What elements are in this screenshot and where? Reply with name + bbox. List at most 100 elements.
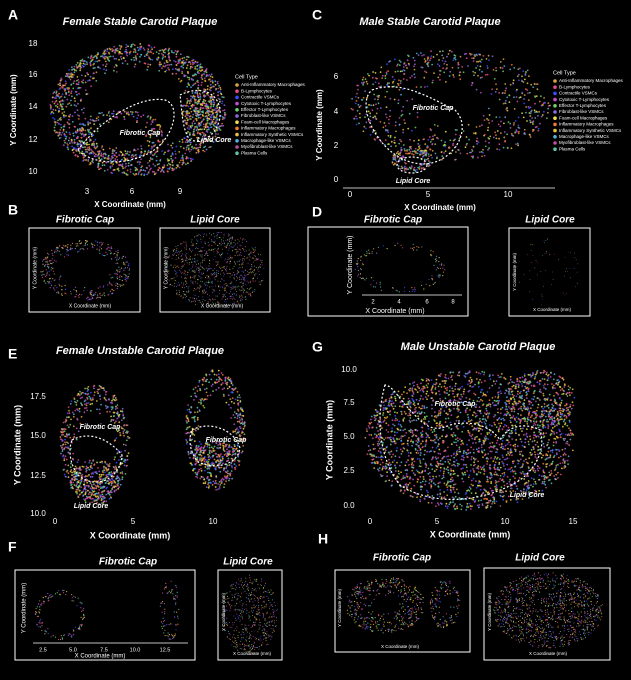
- cell-dot: [193, 290, 195, 292]
- cell-dot: [211, 81, 214, 84]
- cell-dot: [130, 156, 133, 159]
- cell-dot: [98, 248, 100, 250]
- cell-dot: [221, 102, 223, 105]
- cell-dot: [475, 53, 478, 56]
- cell-dot: [204, 233, 206, 235]
- cell-dot: [79, 152, 81, 154]
- cell-dot: [183, 282, 185, 284]
- cell-dot: [201, 274, 203, 275]
- cell-dot: [173, 253, 175, 255]
- cell-dot: [214, 274, 215, 276]
- cell-dot: [160, 142, 163, 145]
- cell-dot: [185, 241, 187, 243]
- cell-dot: [175, 271, 177, 272]
- cell-dot: [542, 104, 544, 106]
- cell-dot: [233, 287, 235, 289]
- cell-dot: [78, 479, 80, 482]
- cell-dot: [233, 286, 235, 288]
- cell-dot: [209, 260, 210, 262]
- cell-dot: [413, 73, 416, 76]
- cell-dot: [209, 300, 211, 302]
- cell-dot: [215, 88, 218, 90]
- cell-dot: [417, 139, 420, 142]
- cell-dot: [46, 260, 48, 262]
- cell-dot: [98, 477, 101, 480]
- cell-dot: [60, 431, 63, 434]
- cell-dot: [70, 293, 72, 295]
- cell-dot: [112, 110, 115, 113]
- cell-dot: [118, 276, 121, 278]
- cell-dot: [87, 493, 90, 496]
- cell-dot: [402, 105, 405, 108]
- cell-dot: [106, 406, 109, 408]
- cell-dot: [476, 140, 478, 143]
- cell-dot: [109, 274, 111, 276]
- cell-dot: [367, 110, 370, 113]
- cell-dot: [225, 239, 227, 241]
- cell-dot: [201, 250, 203, 252]
- cell-dot: [215, 235, 217, 237]
- cell-dot: [402, 78, 405, 80]
- cell-dot: [54, 109, 57, 112]
- cell-dot: [201, 69, 204, 71]
- cell-dot: [547, 102, 550, 104]
- cell-dot: [230, 400, 233, 403]
- cell-dot: [143, 49, 146, 51]
- cell-dot: [220, 257, 222, 258]
- cell-dot: [366, 255, 368, 257]
- cell-dot: [426, 145, 429, 148]
- cell-dot: [410, 145, 412, 148]
- cell-dot: [141, 165, 143, 168]
- cell-dot: [114, 51, 117, 54]
- cell-dot: [125, 53, 128, 55]
- cell-dot: [408, 148, 411, 151]
- cell-dot: [185, 271, 187, 273]
- cell-dot: [86, 396, 88, 399]
- cell-dot: [45, 264, 47, 266]
- cell-dot: [55, 97, 57, 100]
- cell-dot: [534, 102, 536, 105]
- cell-dot: [134, 149, 137, 152]
- cell-dot: [107, 468, 110, 471]
- cell-dot: [185, 280, 187, 282]
- cell-dot: [357, 275, 359, 277]
- cell-dot: [185, 284, 186, 285]
- cell-dot: [481, 124, 483, 127]
- cell-dot: [226, 291, 228, 293]
- cell-dot: [163, 164, 166, 167]
- cell-dot: [100, 294, 102, 297]
- cell-dot: [116, 273, 118, 275]
- cell-dot: [472, 145, 475, 148]
- cell-dot: [198, 440, 201, 443]
- cell-dot: [182, 59, 185, 62]
- cell-dot: [153, 46, 156, 49]
- cell-dot: [529, 112, 532, 115]
- cell-dot: [115, 405, 117, 408]
- cell-dot: [177, 164, 179, 167]
- cell-dot: [484, 73, 487, 76]
- cell-dot: [51, 111, 53, 113]
- cell-dot: [492, 136, 495, 139]
- cell-dot: [113, 289, 115, 292]
- cell-dot: [526, 69, 529, 72]
- cell-dot: [91, 243, 93, 245]
- cell-dot: [84, 60, 86, 62]
- cell-dot: [132, 51, 135, 53]
- cell-dot: [238, 285, 240, 287]
- cell-dot: [427, 65, 430, 68]
- cell-dot: [181, 111, 184, 113]
- cell-dot: [158, 124, 161, 126]
- cell-dot: [243, 279, 245, 281]
- cell-dot: [551, 284, 553, 286]
- cell-dot: [61, 448, 64, 451]
- cell-dot: [221, 388, 224, 391]
- cell-dot: [261, 259, 263, 261]
- cell-dot: [110, 171, 113, 174]
- cell-dot: [232, 293, 233, 295]
- cell-dot: [224, 287, 226, 289]
- cell-dot: [121, 472, 124, 475]
- cell-dot: [214, 140, 217, 142]
- cell-dot: [373, 280, 375, 282]
- cell-dot: [415, 52, 418, 55]
- cell-dot: [232, 274, 233, 276]
